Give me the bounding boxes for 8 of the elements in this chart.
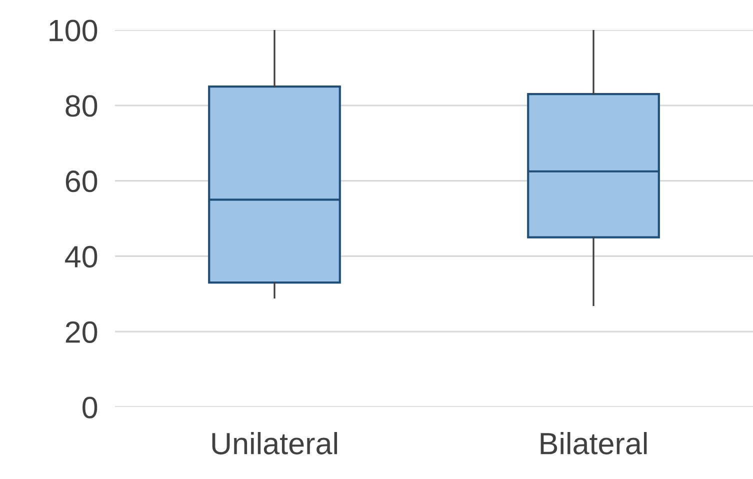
x-tick-label: Bilateral	[540, 432, 647, 454]
y-tick-label: 100	[50, 20, 98, 42]
y-tick-label: 0	[82, 396, 98, 418]
x-tick-label: Unilateral	[212, 432, 337, 454]
y-tick-label: 20	[66, 321, 98, 343]
y-tick-label: 60	[66, 170, 98, 192]
y-tick-label: 40	[65, 246, 98, 268]
y-tick-label: 80	[66, 95, 98, 117]
